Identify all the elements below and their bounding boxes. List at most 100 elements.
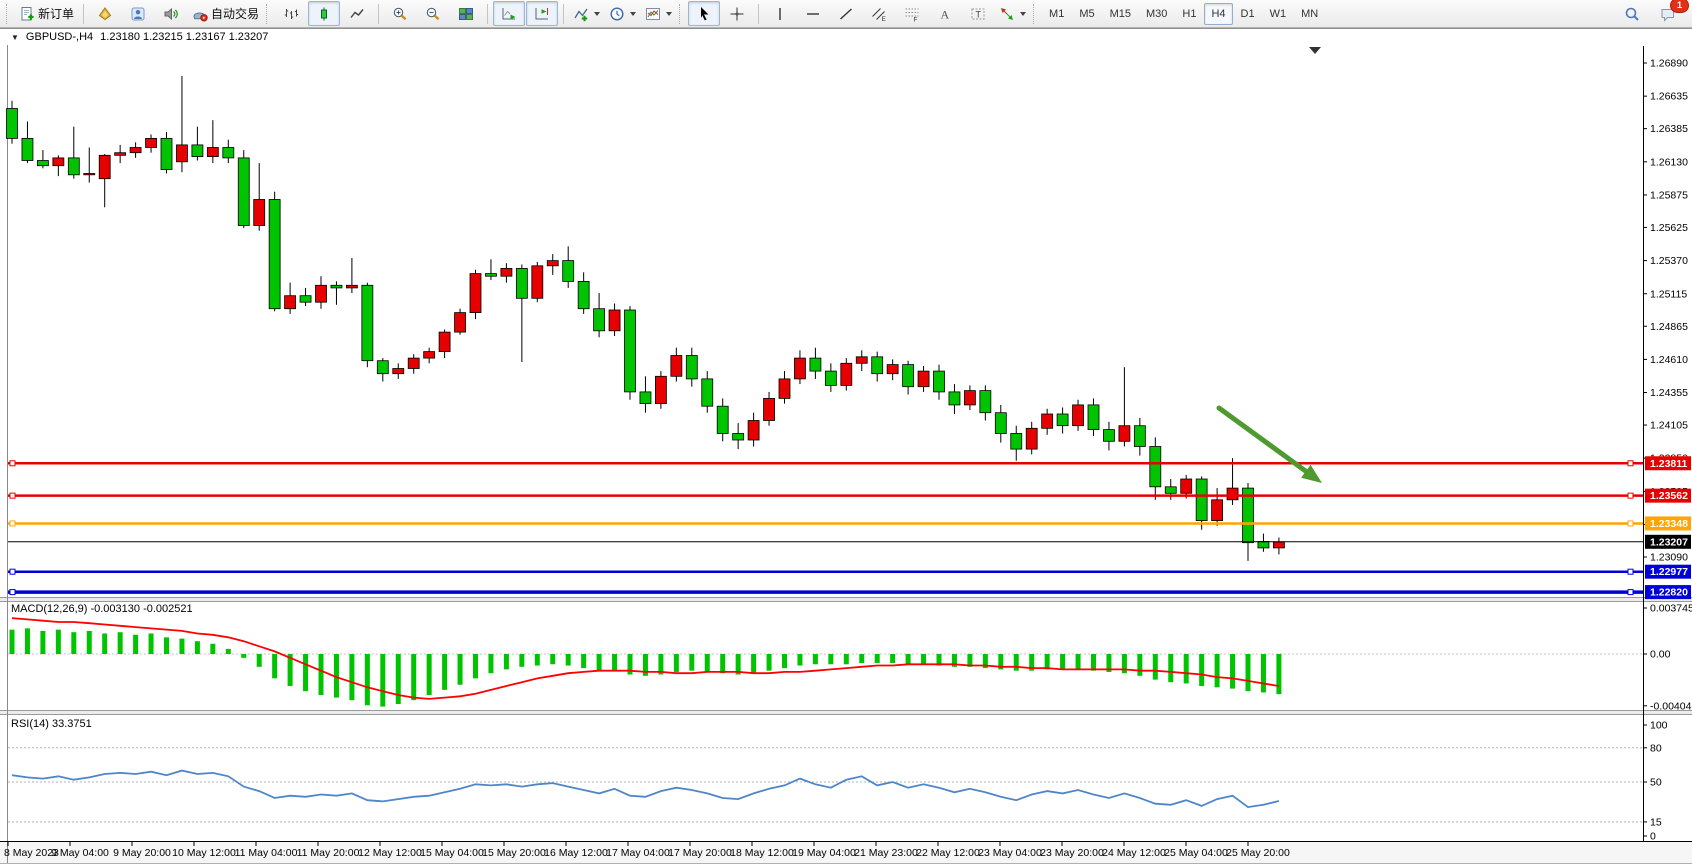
rsi-line	[11, 769, 1280, 809]
arrow-annotation[interactable]	[1216, 405, 1309, 474]
timeframe-button-M30[interactable]: M30	[1146, 7, 1168, 20]
svg-text:1.23090: 1.23090	[1650, 552, 1688, 564]
line-chart-icon	[350, 8, 364, 18]
svg-text:1.23348: 1.23348	[1650, 518, 1688, 530]
new-order-button[interactable]: 新订单	[15, 1, 78, 26]
new-order-icon	[21, 6, 34, 20]
profile-icon	[131, 7, 145, 20]
channel-button[interactable]: E	[863, 1, 895, 26]
timeframe-button-MN[interactable]: MN	[1301, 7, 1319, 20]
arrow-annotation-head	[1301, 464, 1322, 483]
gold-badge-icon	[98, 6, 112, 20]
trendline-button[interactable]	[830, 1, 862, 26]
auto-scroll-button[interactable]	[493, 1, 526, 26]
fibonacci-icon: F	[905, 8, 919, 22]
svg-text:25 May 20:00: 25 May 20:00	[1226, 847, 1290, 859]
vertical-line-button[interactable]	[764, 1, 796, 26]
line-chart-button[interactable]	[341, 1, 373, 26]
candlestick-button[interactable]	[308, 1, 341, 26]
macd-histogram	[9, 628, 1282, 707]
svg-text:15: 15	[1650, 816, 1662, 828]
vertical-line-icon	[779, 7, 781, 20]
timeframe-button-H4[interactable]: H4	[1204, 2, 1233, 25]
svg-text:17 May 04:00: 17 May 04:00	[606, 847, 670, 859]
symbol-timeframe-label: GBPUSD-,H4	[25, 31, 94, 43]
templates-icon	[646, 7, 661, 20]
indicators-button[interactable]	[569, 1, 604, 26]
search-button[interactable]	[1616, 1, 1648, 26]
autotrading-button[interactable]: 自动交易	[188, 1, 263, 26]
svg-text:11 May 04:00: 11 May 04:00	[235, 847, 298, 859]
svg-text:1.25625: 1.25625	[1650, 222, 1688, 234]
tile-windows-button[interactable]	[450, 1, 482, 26]
chevron-down-icon	[666, 11, 673, 16]
periods-button[interactable]	[605, 1, 640, 26]
zoom-out-icon	[426, 7, 440, 20]
gold-badge-button[interactable]	[89, 1, 121, 26]
cursor-button[interactable]	[688, 1, 721, 26]
timeframe-button-M1[interactable]: M1	[1049, 7, 1065, 20]
svg-text:50: 50	[1650, 777, 1662, 789]
crosshair-button[interactable]	[721, 1, 753, 26]
toolbar-separator	[378, 3, 380, 24]
svg-text:25 May 04:00: 25 May 04:00	[1164, 847, 1228, 859]
timeframe-button-M15[interactable]: M15	[1109, 7, 1131, 20]
arrows-tool-icon	[1001, 7, 1014, 20]
svg-text:9 May 04:00: 9 May 04:00	[51, 847, 109, 859]
svg-text:E: E	[882, 16, 887, 22]
chart-title-strip: ▼ GBPUSD-,H4 1.23180 1.23215 1.23167 1.2…	[0, 28, 1692, 45]
bar-chart-button[interactable]	[275, 1, 307, 26]
svg-text:19 May 04:00: 19 May 04:00	[792, 847, 856, 859]
svg-text:1.25875: 1.25875	[1650, 189, 1688, 201]
autotrading-label: 自动交易	[211, 7, 260, 21]
svg-text:11 May 20:00: 11 May 20:00	[297, 847, 360, 859]
search-icon	[1625, 7, 1639, 21]
toolbar-grip	[266, 3, 270, 24]
chevron-down-icon	[1020, 11, 1027, 16]
macd-label: MACD(12,26,9) -0.003130 -0.002521	[11, 603, 193, 615]
svg-text:100: 100	[1650, 720, 1668, 732]
svg-text:1.25370: 1.25370	[1650, 255, 1688, 267]
fibonacci-button[interactable]: F	[896, 1, 928, 26]
macd-signal-line	[11, 617, 1280, 700]
svg-text:18 May 12:00: 18 May 12:00	[730, 847, 794, 859]
timeframe-button-W1[interactable]: W1	[1269, 7, 1287, 20]
templates-button[interactable]	[641, 1, 676, 26]
timeframe-button-M5[interactable]: M5	[1079, 7, 1095, 20]
zoom-in-button[interactable]	[384, 1, 416, 26]
svg-text:9 May 20:00: 9 May 20:00	[113, 847, 171, 859]
bar-chart-icon	[284, 8, 299, 19]
zoom-in-icon	[393, 7, 407, 20]
svg-text:1.26635: 1.26635	[1650, 91, 1688, 103]
toolbar-separator	[487, 3, 489, 24]
sound-alerts-button[interactable]	[155, 1, 187, 26]
toolbar-separator	[758, 3, 760, 24]
horizontal-line-button[interactable]	[797, 1, 829, 26]
svg-text:1.24865: 1.24865	[1650, 321, 1688, 333]
svg-text:1.24355: 1.24355	[1650, 387, 1688, 399]
arrows-tool-button[interactable]	[995, 1, 1030, 26]
profile-button[interactable]	[122, 1, 154, 26]
one-click-trading-expander[interactable]: ▼	[11, 32, 19, 42]
chat-button[interactable]: 1	[1652, 0, 1689, 26]
chart-shift-marker[interactable]	[1309, 47, 1321, 54]
timeframe-button-D1[interactable]: D1	[1240, 7, 1255, 20]
svg-text:1.24610: 1.24610	[1650, 354, 1688, 366]
text-button[interactable]: A	[929, 1, 961, 26]
svg-text:8 May 2023: 8 May 2023	[4, 847, 59, 859]
toolbar-grip	[1033, 3, 1037, 24]
svg-text:1.25115: 1.25115	[1650, 288, 1687, 300]
main-toolbar: 新订单 自动交易	[0, 0, 1692, 28]
svg-text:1.24105: 1.24105	[1650, 420, 1688, 432]
text-label-button[interactable]: T	[962, 1, 994, 26]
auto-scroll-icon	[502, 7, 516, 19]
zoom-out-button[interactable]	[417, 1, 449, 26]
svg-text:1.23811: 1.23811	[1650, 458, 1688, 470]
chart-shift-button[interactable]	[526, 1, 559, 26]
crosshair-icon	[730, 7, 744, 20]
candlestick-icon	[321, 7, 328, 20]
timeframe-button-H1[interactable]: H1	[1182, 7, 1197, 20]
